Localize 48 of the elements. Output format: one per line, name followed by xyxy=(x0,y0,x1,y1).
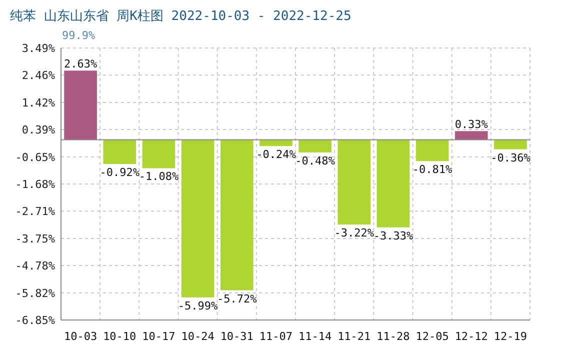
data-label: -5.99% xyxy=(178,299,218,312)
y-tick-label: 0.39% xyxy=(22,124,56,137)
bar xyxy=(454,131,488,140)
x-tick-label: 11-14 xyxy=(298,330,332,343)
y-tick-label: 3.49% xyxy=(22,42,56,55)
bar xyxy=(181,140,214,298)
x-tick-label: 10-03 xyxy=(64,330,98,343)
bar xyxy=(64,70,97,140)
chart-subtitle: 99.9% xyxy=(62,29,96,42)
x-tick-label: 12-19 xyxy=(494,330,528,343)
data-label: -0.92% xyxy=(100,166,140,180)
data-label: -0.24% xyxy=(256,148,296,162)
data-label: 2.63% xyxy=(64,58,98,71)
x-tick-label: 10-17 xyxy=(142,330,176,343)
y-tick-label: 1.42% xyxy=(22,96,56,110)
bar xyxy=(338,140,371,225)
bar xyxy=(376,140,410,228)
y-tick-label: -0.65% xyxy=(15,150,56,164)
data-label: -0.48% xyxy=(295,154,336,168)
data-label: 0.33% xyxy=(454,118,488,132)
y-tick-label: -2.71% xyxy=(15,205,56,218)
y-tick-label: -1.68% xyxy=(15,178,56,191)
y-tick-label: -4.78% xyxy=(15,260,56,273)
data-label: -0.81% xyxy=(412,163,453,176)
bar xyxy=(142,140,176,168)
x-tick-label: 11-21 xyxy=(338,330,371,343)
data-label: -5.72% xyxy=(217,292,258,306)
x-tick-label: 10-10 xyxy=(103,330,136,343)
bar xyxy=(416,140,449,162)
x-tick-label: 10-24 xyxy=(181,330,215,343)
chart-title: 纯苯 山东山东省 周K柱图 2022-10-03 - 2022-12-25 xyxy=(10,9,352,24)
data-label: -0.36% xyxy=(490,151,531,164)
bar xyxy=(494,140,527,150)
y-tick-label: -5.82% xyxy=(15,286,56,300)
y-tick-label: -3.75% xyxy=(15,232,56,246)
data-label: -1.08% xyxy=(138,170,179,184)
x-tick-label: 11-07 xyxy=(259,330,293,343)
x-tick-label: 10-31 xyxy=(220,330,254,343)
x-tick-label: 12-05 xyxy=(416,330,449,343)
x-tick-label: 12-12 xyxy=(454,330,488,343)
data-label: -3.33% xyxy=(373,229,414,242)
y-tick-label: -6.85% xyxy=(15,314,56,327)
bar xyxy=(298,140,332,152)
bar xyxy=(220,140,254,290)
bar xyxy=(103,140,136,164)
data-label: -3.22% xyxy=(334,226,374,240)
y-tick-label: 2.46% xyxy=(22,69,56,82)
x-tick-label: 11-28 xyxy=(376,330,410,343)
